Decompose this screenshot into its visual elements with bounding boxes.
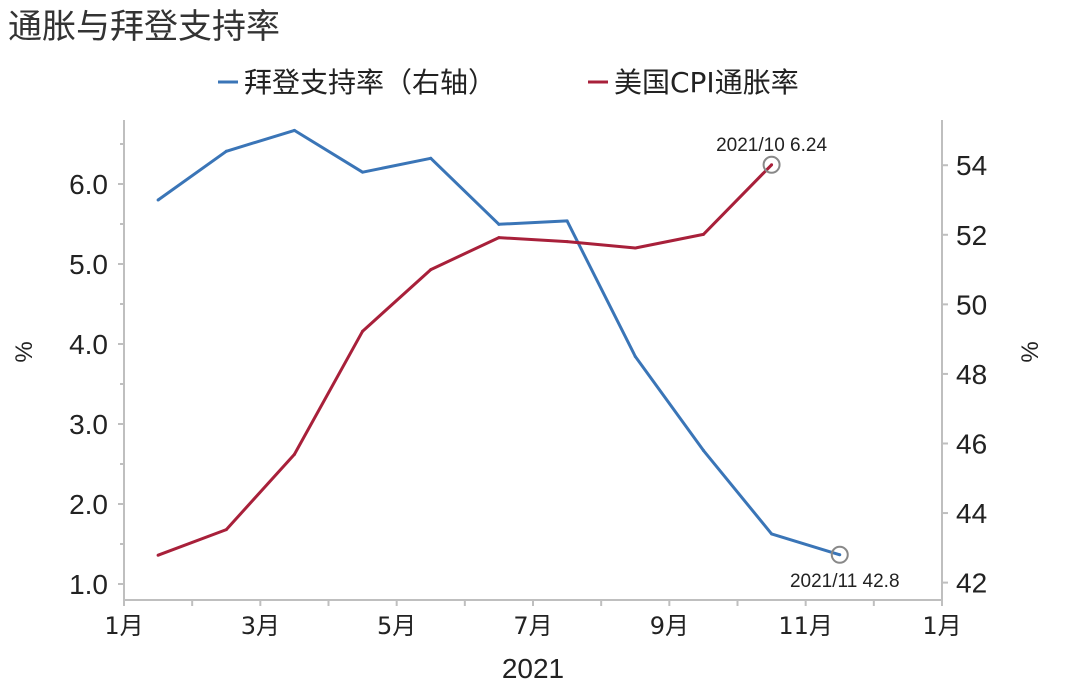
left-axis-label: % — [11, 341, 38, 362]
series-point-1 — [292, 452, 296, 456]
x-axis-label: 2021 — [502, 653, 564, 684]
x-tick-label: 7月 — [513, 612, 552, 640]
right-tick-label: 54 — [956, 150, 987, 181]
series-point-1 — [361, 329, 365, 333]
series-point-0 — [770, 532, 774, 536]
legend-label: 拜登支持率（右轴） — [244, 66, 496, 99]
left-axis-ticks: 1.0 2.0 3.0 4.0 5.0 6.0 — [69, 143, 124, 600]
x-tick-label: 1月 — [922, 612, 961, 640]
left-tick-label: 3.0 — [69, 409, 108, 440]
series-point-0 — [497, 222, 501, 226]
left-tick-label: 4.0 — [69, 329, 108, 360]
legend: 拜登支持率（右轴） 美国CPI通胀率 — [218, 66, 799, 99]
x-tick-label: 3月 — [241, 612, 280, 640]
series-point-0 — [156, 198, 160, 202]
x-tick-label: 11月 — [778, 612, 833, 640]
left-tick-label: 6.0 — [69, 169, 108, 200]
x-tick-label: 5月 — [377, 612, 416, 640]
left-tick-label: 1.0 — [69, 569, 108, 600]
series-line-1 — [157, 163, 773, 557]
left-tick-label: 5.0 — [69, 249, 108, 280]
series-point-1 — [224, 528, 228, 532]
series-point-1 — [633, 246, 637, 250]
series-point-1 — [701, 232, 705, 236]
chart-title: 通胀与拜登支持率 — [8, 7, 280, 47]
left-tick-label: 2.0 — [69, 489, 108, 520]
series-point-1 — [156, 553, 160, 557]
series-point-1 — [565, 240, 569, 244]
series-layer — [156, 128, 842, 557]
right-tick-label: 48 — [956, 359, 987, 390]
series-point-0 — [838, 553, 842, 557]
x-tick-label: 1月 — [104, 612, 143, 640]
series-point-0 — [429, 156, 433, 160]
annotation-label: 2021/11 42.8 — [790, 571, 900, 592]
right-axis-label: % — [1017, 341, 1044, 362]
series-point-1 — [429, 268, 433, 272]
series-point-1 — [497, 236, 501, 240]
annotation-label: 2021/10 6.24 — [716, 135, 827, 156]
series-point-0 — [633, 355, 637, 359]
right-tick-label: 52 — [956, 220, 987, 251]
legend-label: 美国CPI通胀率 — [614, 66, 799, 99]
right-tick-label: 46 — [956, 428, 987, 459]
series-point-0 — [292, 128, 296, 132]
annotation-marker — [762, 155, 781, 174]
annotation-marker — [830, 545, 849, 564]
right-axis-ticks: 42 44 46 48 50 52 54 — [942, 150, 987, 599]
right-tick-label: 42 — [956, 568, 987, 599]
x-axis-ticks: 1月 3月 5月 7月 9月 11月 1月 — [104, 600, 962, 640]
annotation-layer: 2021/10 6.24 2021/11 42.8 — [716, 135, 899, 592]
series-point-0 — [224, 149, 228, 153]
series-point-0 — [701, 448, 705, 452]
series-point-1 — [770, 163, 774, 167]
right-tick-label: 50 — [956, 289, 987, 320]
right-tick-label: 44 — [956, 498, 987, 529]
series-point-0 — [565, 219, 569, 223]
series-point-0 — [361, 170, 365, 174]
x-tick-label: 9月 — [650, 612, 689, 640]
